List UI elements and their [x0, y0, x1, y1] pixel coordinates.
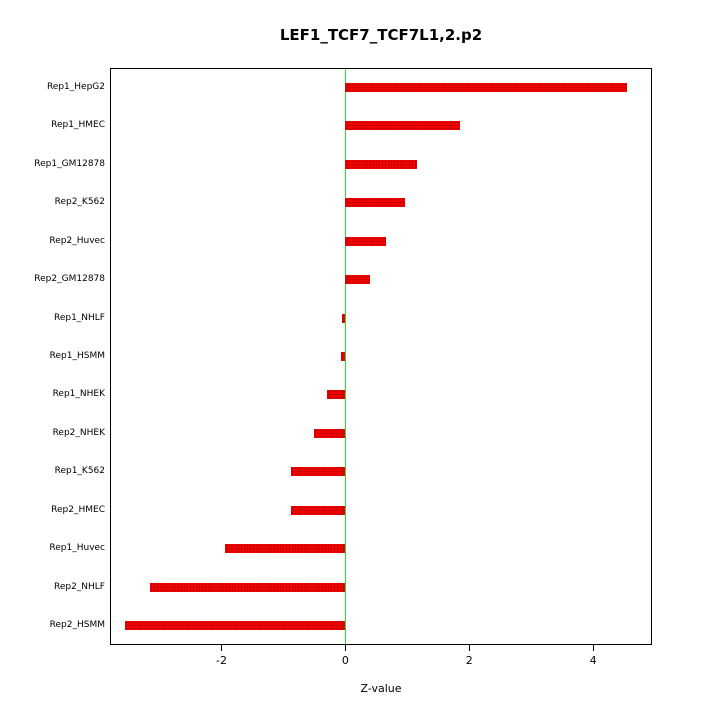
x-tick-label: 4 [589, 654, 597, 667]
x-tick-label: 0 [341, 654, 349, 667]
chart-title: LEF1_TCF7_TCF7L1,2.p2 [279, 26, 483, 44]
plot-area [110, 68, 652, 645]
bar-Rep1_GM12878 [345, 159, 417, 169]
y-tick-label: Rep2_HSMM [49, 620, 105, 631]
y-tick-label: Rep1_HMEC [51, 120, 105, 131]
bar-Rep2_HSMM [125, 621, 346, 631]
x-tick-mark [344, 645, 346, 651]
bar-Rep2_NHEK [314, 428, 346, 438]
y-tick-label: Rep1_HepG2 [46, 81, 105, 92]
x-tick-mark [592, 645, 594, 651]
x-tick-mark [468, 645, 470, 651]
bar-Rep1_HepG2 [345, 82, 628, 92]
bar-Rep1_HMEC [345, 121, 460, 131]
bar-Rep2_GM12878 [345, 275, 371, 285]
bar-Rep2_NHLF [150, 582, 346, 592]
y-tick-label: Rep1_HSMM [49, 351, 105, 361]
y-tick-label: Rep2_NHLF [53, 581, 105, 592]
y-tick-label: Rep1_NHLF [53, 312, 105, 323]
zero-reference-line [344, 69, 347, 644]
y-tick-label: Rep2_NHEK [52, 427, 105, 438]
y-tick-label: Rep2_HMEC [51, 504, 105, 515]
x-tick-mark [220, 645, 222, 651]
bar-Rep2_HMEC [290, 505, 346, 515]
y-tick-label: Rep2_Huvec [49, 235, 105, 246]
bar-Rep2_K562 [345, 198, 406, 208]
y-tick-label: Rep2_GM12878 [34, 274, 105, 285]
y-tick-label: Rep2_K562 [54, 197, 105, 208]
bar-Rep1_Huvec [224, 544, 346, 554]
y-tick-label: Rep1_K562 [54, 466, 105, 477]
y-tick-label: Rep1_GM12878 [34, 158, 105, 169]
y-tick-label: Rep1_NHEK [52, 389, 105, 400]
bar-Rep1_NHLF [342, 313, 346, 323]
y-tick-label: Rep1_Huvec [49, 543, 105, 554]
bar-Rep1_NHEK [326, 390, 346, 400]
x-tick-label: 2 [465, 654, 473, 667]
bar-Rep2_Huvec [345, 236, 386, 246]
x-tick-label: -2 [216, 654, 227, 667]
bar-Rep1_HSMM [341, 352, 346, 361]
bar-Rep1_K562 [291, 467, 346, 477]
x-axis-label: Z-value [360, 682, 402, 695]
